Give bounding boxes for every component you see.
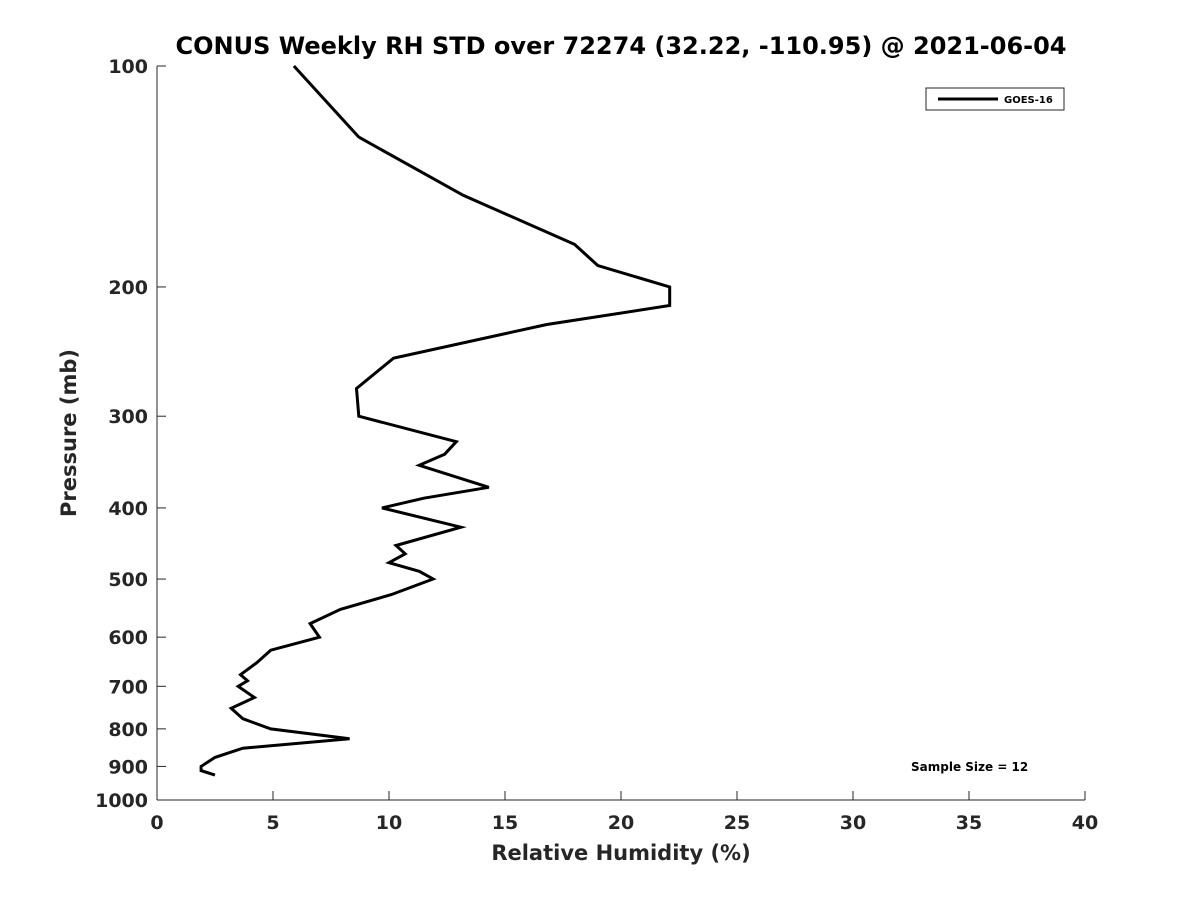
y-tick-label-800: 800 [108,719,148,741]
series-layer [199,64,672,777]
series-line-goes-16 [199,64,672,777]
x-tick-label-25: 25 [724,812,750,834]
y-tick-label-1000: 1000 [95,790,148,812]
y-tick-label-100: 100 [108,56,148,78]
y-tick-label-700: 700 [108,676,148,698]
y-tick-label-300: 300 [108,406,148,428]
chart-title: CONUS Weekly RH STD over 72274 (32.22, -… [175,32,1066,60]
x-axis-label: Relative Humidity (%) [491,841,750,865]
x-ticks: 0 5 10 15 20 25 30 35 40 [150,791,1098,834]
x-tick-label-40: 40 [1072,812,1098,834]
y-tick-label-600: 600 [108,627,148,649]
plot-area [157,66,1085,799]
y-ticks: 100 200 300 400 500 600 700 800 900 1000 [95,56,166,812]
x-tick-label-10: 10 [376,812,402,834]
x-tick-label-30: 30 [840,812,866,834]
y-tick-label-500: 500 [108,569,148,591]
y-tick-label-200: 200 [108,277,148,299]
x-tick-label-0: 0 [150,812,163,834]
legend-label-goes-16: GOES-16 [1004,95,1053,106]
x-tick-label-35: 35 [956,812,982,834]
y-tick-label-400: 400 [108,498,148,520]
y-tick-label-900: 900 [108,756,148,778]
x-tick-label-5: 5 [266,812,279,834]
x-tick-label-15: 15 [492,812,518,834]
sample-size-annotation: Sample Size = 12 [911,760,1028,774]
y-axis-label: Pressure (mb) [57,349,81,517]
legend: GOES-16 [925,87,1065,111]
x-tick-label-20: 20 [608,812,634,834]
